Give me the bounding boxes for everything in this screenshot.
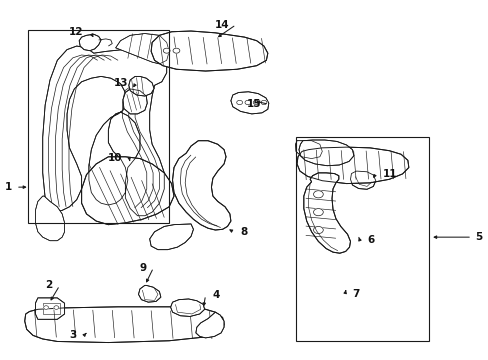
Circle shape — [54, 306, 59, 309]
Circle shape — [173, 48, 180, 53]
Text: 5: 5 — [474, 232, 482, 242]
Text: 3: 3 — [69, 330, 77, 341]
Polygon shape — [298, 140, 353, 166]
Text: 2: 2 — [45, 280, 52, 291]
Text: 15: 15 — [246, 99, 261, 109]
Circle shape — [163, 48, 170, 53]
Text: 12: 12 — [68, 27, 83, 37]
Text: 6: 6 — [366, 235, 373, 245]
Polygon shape — [35, 298, 64, 319]
Circle shape — [313, 191, 323, 198]
Polygon shape — [303, 173, 350, 253]
Text: 11: 11 — [382, 168, 397, 179]
Circle shape — [313, 208, 323, 216]
Text: 7: 7 — [352, 289, 359, 298]
Polygon shape — [116, 33, 169, 64]
Polygon shape — [149, 224, 193, 249]
Text: 10: 10 — [107, 153, 122, 163]
Polygon shape — [35, 196, 64, 241]
Circle shape — [244, 100, 250, 105]
Circle shape — [313, 226, 323, 234]
Polygon shape — [81, 157, 174, 225]
Bar — [295, 137, 428, 341]
Polygon shape — [42, 46, 166, 216]
Text: 14: 14 — [214, 19, 228, 30]
Polygon shape — [350, 171, 375, 189]
Bar — [28, 30, 169, 223]
Polygon shape — [172, 141, 230, 230]
Text: 1: 1 — [5, 182, 12, 192]
Polygon shape — [151, 31, 267, 71]
Polygon shape — [25, 307, 224, 342]
Circle shape — [236, 100, 242, 105]
Circle shape — [253, 100, 259, 105]
Text: 4: 4 — [212, 290, 220, 300]
Polygon shape — [79, 34, 101, 51]
Polygon shape — [196, 312, 224, 338]
Polygon shape — [122, 89, 147, 114]
Text: 9: 9 — [139, 262, 146, 273]
Circle shape — [43, 306, 48, 309]
Polygon shape — [138, 285, 161, 302]
Polygon shape — [230, 92, 268, 114]
Polygon shape — [128, 76, 154, 96]
Polygon shape — [296, 147, 408, 184]
Polygon shape — [170, 299, 204, 316]
Text: 13: 13 — [114, 78, 128, 88]
Circle shape — [261, 100, 266, 105]
Text: 8: 8 — [240, 227, 247, 237]
Polygon shape — [295, 141, 322, 158]
